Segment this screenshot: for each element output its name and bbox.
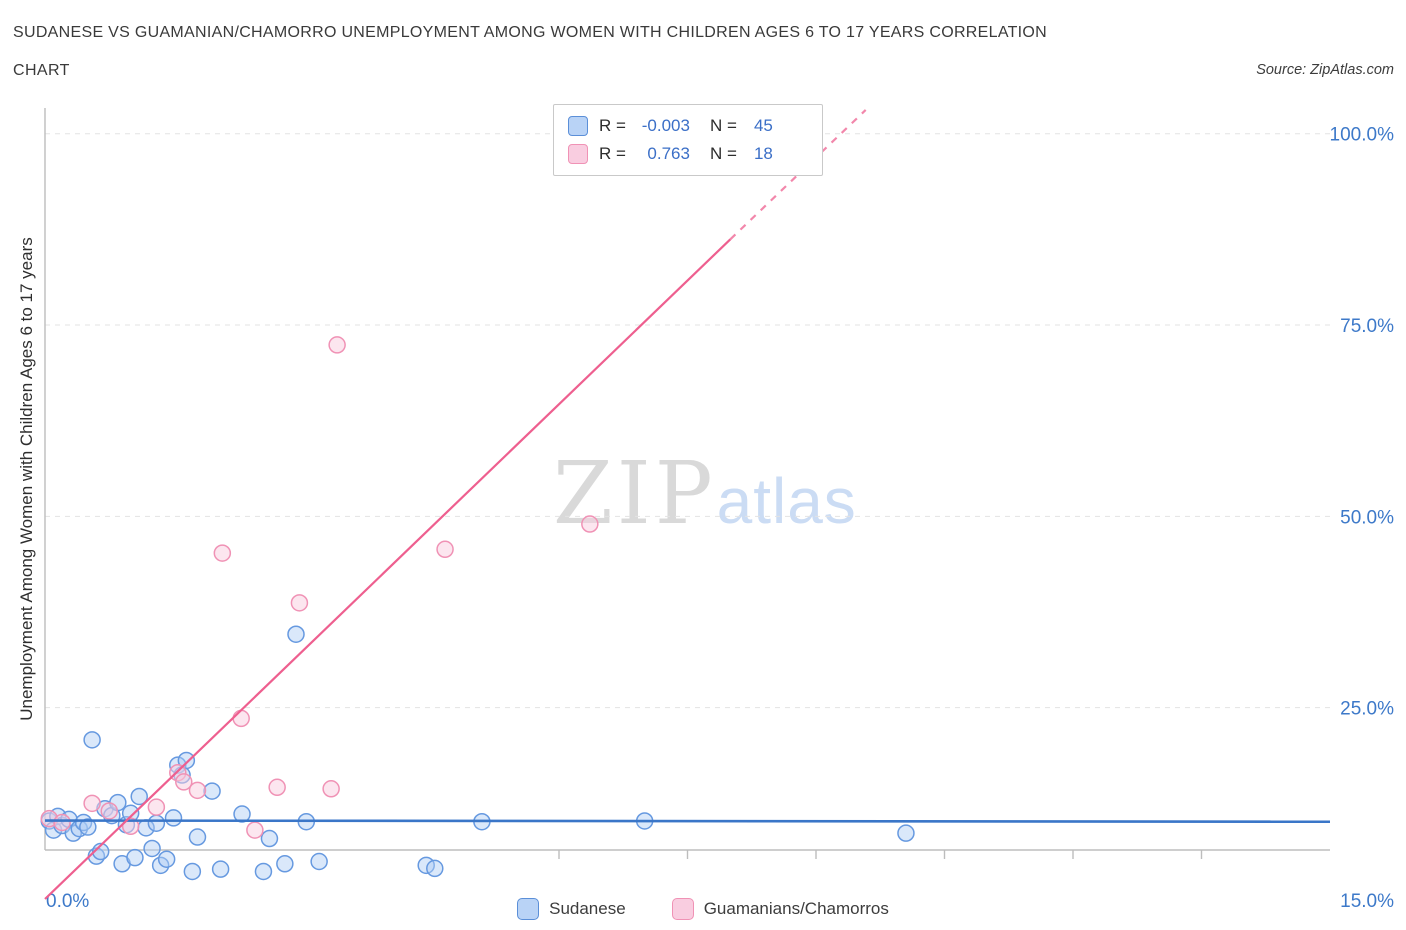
sudanese-point [157,850,176,868]
sudanese-point [130,787,148,806]
guamanian-point [213,544,232,562]
sudanese-point [426,859,444,878]
watermark: ZIP atlas [553,444,857,544]
sudanese-point [897,824,915,842]
guamanian-legend-label: Guamanians/Chamorros [703,899,889,918]
n-label: N = [709,144,737,163]
sudanese-point [287,625,305,643]
series-legend: Sudanese Guamanians/Chamorros [0,898,1406,920]
sudanese-point [183,862,202,881]
sudanese-point [79,818,97,836]
n-value: 45 [753,116,773,135]
page-subtitle: CHART [13,62,70,79]
guamanian-point [232,709,250,728]
sudanese-point [233,805,251,823]
sudanese-trend-line [44,819,1331,824]
y-tick-label: 100.0% [1330,125,1395,146]
guamanian-point [328,336,346,354]
sudanese-point [211,860,230,878]
y-tick-label: 25.0% [1340,699,1394,720]
source-link[interactable]: Source: ZipAtlas.com [1256,62,1394,78]
guamanian-point [53,813,71,832]
legend-item-guamanian: Guamanians/Chamorros [671,898,889,920]
guamanian-point [581,515,599,533]
guamanian-point [290,594,309,612]
sudanese-point [126,848,144,867]
y-tick-label: 75.0% [1340,316,1394,337]
y-tick-label: 50.0% [1340,507,1394,528]
guamanian-point [121,817,140,836]
guamanian-point [246,821,264,839]
sudanese-point [147,814,166,832]
correlation-legend: R = -0.003 N = 45 R = 0.763 N = 18 [553,104,823,176]
n-label: N = [709,116,737,135]
r-label: R = [599,116,626,135]
sudanese-point [203,782,221,800]
sudanese-point [164,809,183,827]
guamanians-chamorros-trend-line [44,238,732,900]
r-value: 0.763 [647,144,690,163]
legend-row-guamanian: R = 0.763 N = 18 [568,140,808,168]
sudanese-point [188,828,207,846]
sudanese-point [254,862,273,881]
sudanese-point [310,852,328,871]
legend-row-sudanese: R = -0.003 N = 45 [568,112,808,140]
watermark-zip: ZIP [553,444,717,544]
sudanese-legend-swatch [517,898,540,920]
guamanian-point [147,798,166,816]
guamanian-swatch [568,144,588,164]
x-max-label: 15.0% [1340,891,1394,912]
sudanese-point [143,839,161,858]
r-label: R = [599,144,626,163]
sudanese-swatch [568,116,588,136]
guamanians-chamorros-trend-line-extension [729,109,867,241]
guamanian-point [436,540,454,559]
sudanese-point [260,829,279,848]
guamanian-point [268,778,286,797]
sudanese-point [177,751,196,770]
sudanese-point [276,855,294,873]
guamanian-point [83,794,101,813]
guamanian-point [175,773,193,791]
legend-item-sudanese: Sudanese [517,898,626,920]
y-axis-label: Unemployment Among Women with Children A… [17,237,36,721]
guamanian-point [188,781,207,800]
page-title: SUDANESE VS GUAMANIAN/CHAMORRO UNEMPLOYM… [13,24,1048,41]
sudanese-point [91,842,110,861]
guamanian-point [322,780,340,798]
r-value: -0.003 [641,116,690,135]
sudanese-legend-label: Sudanese [549,899,626,918]
sudanese-point [83,731,101,749]
guamanian-legend-swatch [671,898,694,920]
guamanian-point [100,802,118,820]
watermark-atlas: atlas [716,465,857,537]
x-min-label: 0.0% [46,891,89,912]
n-value: 18 [753,144,773,163]
